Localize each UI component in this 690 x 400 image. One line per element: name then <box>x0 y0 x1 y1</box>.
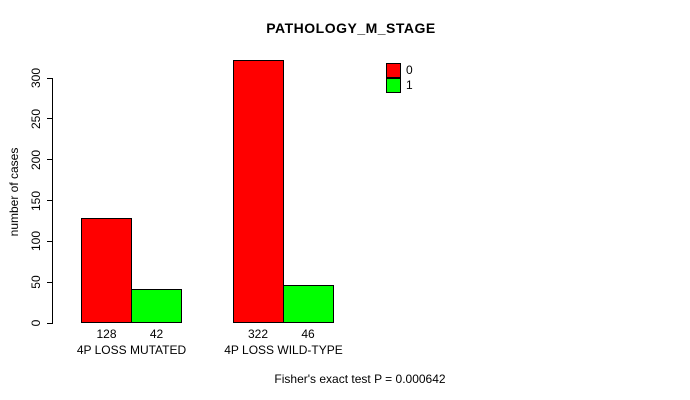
y-tick <box>47 118 52 120</box>
y-axis-label: number of cases <box>7 147 21 237</box>
bar-value-label: 128 <box>96 327 117 341</box>
chart-title: PATHOLOGY_M_STAGE <box>266 20 436 36</box>
y-tick-label: 0 <box>29 319 43 327</box>
bar-series0-group1 <box>232 60 284 323</box>
fisher-test-annotation: Fisher's exact test P = 0.000642 <box>274 372 446 386</box>
bar-series0-group0 <box>81 218 132 323</box>
bar-value-label: 46 <box>301 327 315 341</box>
y-tick-label: 50 <box>29 275 43 289</box>
y-tick <box>47 281 52 283</box>
y-tick <box>47 322 52 324</box>
legend-label-0: 0 <box>406 63 413 77</box>
y-tick-label: 200 <box>29 149 43 170</box>
legend: 0 1 <box>386 62 413 93</box>
y-tick <box>47 77 52 79</box>
category-label-wildtype: 4P LOSS WILD-TYPE <box>224 343 343 357</box>
y-tick <box>47 159 52 161</box>
y-tick <box>47 200 52 201</box>
y-tick-label: 150 <box>29 190 43 211</box>
legend-item-0: 0 <box>386 62 413 78</box>
legend-item-1: 1 <box>386 77 413 93</box>
legend-swatch-red <box>386 62 401 78</box>
bar-value-label: 42 <box>149 327 164 341</box>
category-label-mutated: 4P LOSS MUTATED <box>76 343 187 357</box>
y-tick-label: 300 <box>29 67 43 89</box>
y-tick <box>47 240 52 242</box>
legend-label-1: 1 <box>406 78 413 92</box>
y-axis-line <box>52 78 53 324</box>
legend-swatch-green <box>386 77 401 93</box>
bar-series1-group1 <box>282 285 334 323</box>
y-tick-label: 250 <box>29 108 43 129</box>
y-tick-label: 100 <box>29 231 43 252</box>
bar-value-label: 322 <box>247 327 269 341</box>
bar-series1-group0 <box>131 288 182 323</box>
